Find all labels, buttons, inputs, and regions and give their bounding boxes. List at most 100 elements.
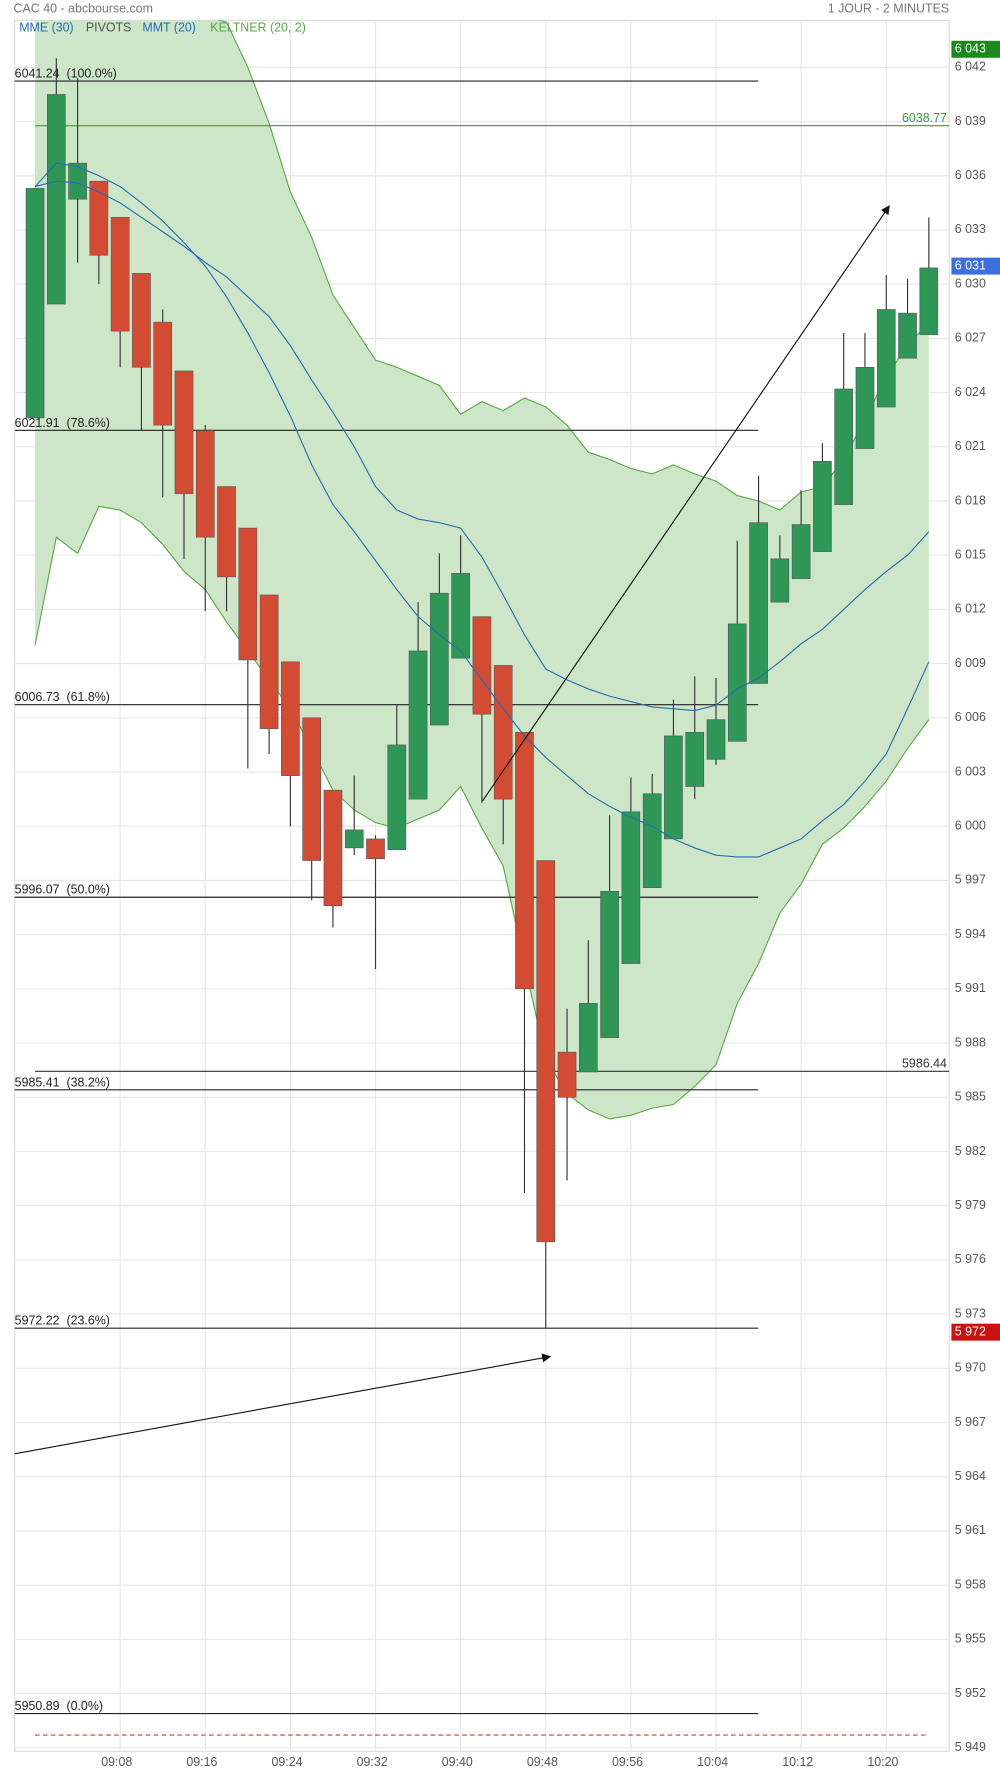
y-tick-label: 5 979	[955, 1198, 986, 1212]
candle-body	[217, 486, 236, 578]
y-tick-label: 6 027	[955, 331, 986, 345]
candle-body	[876, 309, 896, 408]
pivot-label: 5996.07 (50.0%)	[15, 883, 110, 897]
y-tick-label: 5 988	[955, 1035, 986, 1049]
candle-body	[493, 665, 513, 800]
y-tick-label: 6 009	[955, 656, 986, 670]
y-tick-label: 6 000	[955, 819, 986, 833]
price-tag-label: 6 043	[955, 42, 986, 56]
candle-body	[727, 623, 747, 742]
price-tag	[951, 1323, 1000, 1341]
candle-body	[855, 367, 875, 449]
candle-body	[834, 388, 854, 505]
legend-item: MME (30)	[19, 21, 73, 35]
candle-body	[621, 811, 641, 964]
candle-body	[25, 188, 45, 419]
keltner-lower	[34, 505, 930, 1120]
y-tick-label: 6 039	[955, 114, 986, 128]
candle-body	[110, 217, 130, 332]
pivot-label: 6041.24 (100.0%)	[15, 67, 117, 81]
candle-body	[557, 1051, 577, 1098]
candle-body	[259, 594, 279, 729]
x-tick-label: 09:40	[442, 1755, 473, 1769]
legend-item: PIVOTS	[86, 21, 132, 35]
y-tick-label: 6 003	[955, 764, 986, 778]
moving-average	[34, 162, 930, 858]
x-tick-label: 09:32	[357, 1755, 388, 1769]
candle-body	[919, 267, 939, 336]
annotation-arrow	[482, 205, 890, 802]
y-tick-label: 5 985	[955, 1090, 986, 1104]
y-tick-label: 5 958	[955, 1577, 986, 1591]
candle-body	[387, 744, 407, 851]
y-tick-label: 5 994	[955, 927, 986, 941]
pivot-label: 5972.22 (23.6%)	[15, 1314, 110, 1328]
candle-body	[408, 650, 428, 800]
candle-body	[366, 838, 385, 860]
candle-body	[281, 661, 300, 776]
y-tick-label: 5 961	[955, 1523, 986, 1537]
y-tick-label: 5 970	[955, 1361, 986, 1375]
y-tick-label: 5 949	[955, 1740, 986, 1754]
annotation-arrow	[14, 1353, 552, 1455]
y-tick-label: 6 042	[955, 60, 986, 74]
keltner-upper	[217, 20, 930, 511]
plot	[14, 20, 950, 1736]
y-tick-label: 5 976	[955, 1252, 986, 1266]
candle-body	[898, 312, 917, 359]
price-line-label: 5986.44	[902, 1057, 947, 1071]
overlay: 6041.24 (100.0%) 6021.91 (78.6%) 6006.73 (…	[15, 21, 1000, 1713]
candle-body	[132, 273, 151, 368]
candle-body	[579, 1003, 598, 1073]
y-tick-label: 5 964	[955, 1469, 986, 1483]
candle-body	[344, 829, 364, 849]
candle-body	[46, 94, 66, 305]
pivot-label: 5985.41 (38.2%)	[15, 1075, 110, 1089]
candle-body	[89, 180, 109, 256]
candle-body	[685, 731, 705, 787]
y-tick-label: 5 997	[955, 873, 986, 887]
y-tick-label: 5 982	[955, 1144, 986, 1158]
y-tick-label: 6 024	[955, 385, 986, 399]
y-tick-label: 6 006	[955, 710, 986, 724]
candle-body	[536, 860, 556, 1243]
y-tick-label: 6 015	[955, 547, 986, 561]
candle-body	[791, 524, 811, 579]
x-tick-label: 09:48	[527, 1755, 558, 1769]
x-tick-label: 09:24	[271, 1755, 302, 1769]
y-tick-label: 6 033	[955, 222, 986, 236]
price-tag-label: 5 972	[955, 1324, 986, 1338]
y-tick-label: 6 030	[955, 276, 986, 290]
candle-body	[515, 731, 534, 990]
candle-body	[642, 793, 662, 888]
candle-body	[749, 522, 768, 684]
y-tick-label: 5 952	[955, 1686, 986, 1700]
candle-body	[706, 719, 726, 760]
candle-body	[195, 430, 215, 538]
candle-body	[323, 789, 343, 907]
x-tick-label: 09:08	[101, 1755, 132, 1769]
y-tick-label: 5 967	[955, 1415, 986, 1429]
pivot-label: 6006.73 (61.8%)	[15, 690, 110, 704]
chart-subtitle: 1 JOUR - 2 MINUTES	[828, 1, 949, 15]
y-tick-label: 5 991	[955, 981, 986, 995]
candle-body	[68, 162, 87, 200]
candle-body	[174, 370, 194, 495]
legend-item: MMT (20)	[142, 21, 196, 35]
chart-title: CAC 40 - abcbourse.com	[14, 1, 153, 15]
candle-body	[472, 616, 492, 715]
y-tick-label: 6 036	[955, 168, 986, 182]
y-tick-label: 6 021	[955, 439, 986, 453]
x-tick-label: 10:20	[867, 1755, 898, 1769]
pivot-label: 5950.89 (0.0%)	[15, 1699, 103, 1713]
x-tick-label: 10:04	[697, 1755, 728, 1769]
y-tick-label: 5 955	[955, 1632, 986, 1646]
keltner-fill	[35, 20, 929, 1119]
candle-body	[238, 527, 258, 661]
y-tick-label: 6 018	[955, 493, 986, 507]
price-tag	[951, 40, 1000, 58]
x-tick-label: 09:56	[612, 1755, 643, 1769]
price-tag-label: 6 031	[955, 258, 986, 272]
